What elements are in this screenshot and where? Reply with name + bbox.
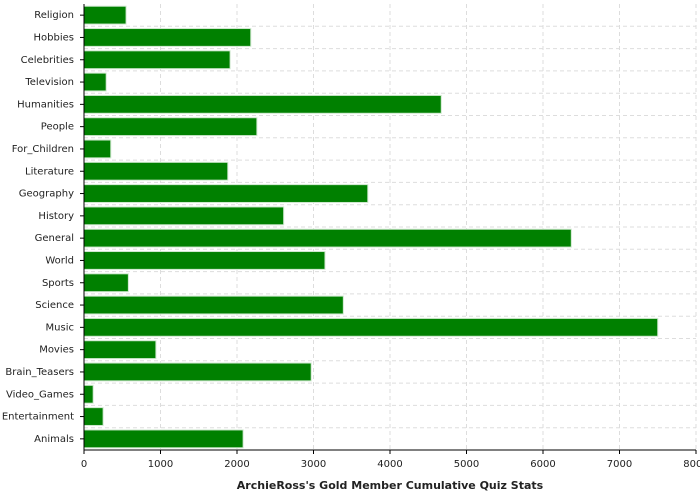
- bar: [83, 206, 285, 226]
- y-tick-label: Video_Games: [6, 389, 74, 400]
- bar: [83, 72, 107, 92]
- bar: [83, 161, 229, 181]
- y-tick-label: General: [35, 233, 74, 244]
- x-tick-label: 5000: [454, 459, 479, 470]
- x-tick-label: 1000: [148, 459, 173, 470]
- y-tick-label: Entertainment: [2, 412, 74, 423]
- x-tick-label: 0: [81, 459, 87, 470]
- x-axis-title: ArchieRoss's Gold Member Cumulative Quiz…: [237, 479, 544, 492]
- x-tick-label: 2000: [224, 459, 249, 470]
- y-tick-label: World: [45, 255, 74, 266]
- bar: [83, 117, 258, 137]
- x-tick-label: 8000: [683, 459, 700, 470]
- y-tick-label: Animals: [34, 434, 74, 445]
- bar: [83, 50, 231, 70]
- y-tick-label: Literature: [25, 166, 74, 177]
- bar: [83, 139, 112, 159]
- y-tick-label: Hobbies: [34, 32, 74, 43]
- y-tick-label: History: [38, 211, 74, 222]
- bar: [83, 340, 157, 360]
- y-tick-label: Science: [35, 300, 74, 311]
- bar: [83, 429, 244, 449]
- x-tick-label: 6000: [530, 459, 555, 470]
- y-tick-label: Geography: [19, 189, 74, 200]
- y-tick-label: For_Children: [12, 144, 74, 155]
- y-tick-label: Brain_Teasers: [5, 367, 74, 378]
- bar: [83, 28, 252, 47]
- y-tick-label: Humanities: [17, 99, 74, 110]
- x-tick-label: 4000: [377, 459, 402, 470]
- y-tick-label: Religion: [34, 10, 74, 21]
- x-tick-label: 7000: [607, 459, 632, 470]
- bar: [83, 295, 344, 315]
- bar: [83, 251, 326, 270]
- y-tick-label: People: [41, 122, 74, 133]
- bar: [83, 384, 94, 404]
- bar: [83, 228, 572, 248]
- bar: [83, 273, 129, 293]
- bar: [83, 94, 442, 114]
- y-tick-label: Movies: [39, 345, 74, 356]
- y-tick-label: Sports: [42, 278, 74, 289]
- y-tick-label: Music: [46, 322, 74, 333]
- bar: [83, 184, 369, 203]
- y-tick-label: Celebrities: [21, 55, 74, 66]
- bar: [83, 317, 659, 337]
- bar: [83, 362, 312, 382]
- y-tick-label: Television: [24, 77, 74, 88]
- bar: [83, 407, 104, 426]
- bar: [83, 5, 127, 25]
- x-tick-label: 3000: [301, 459, 326, 470]
